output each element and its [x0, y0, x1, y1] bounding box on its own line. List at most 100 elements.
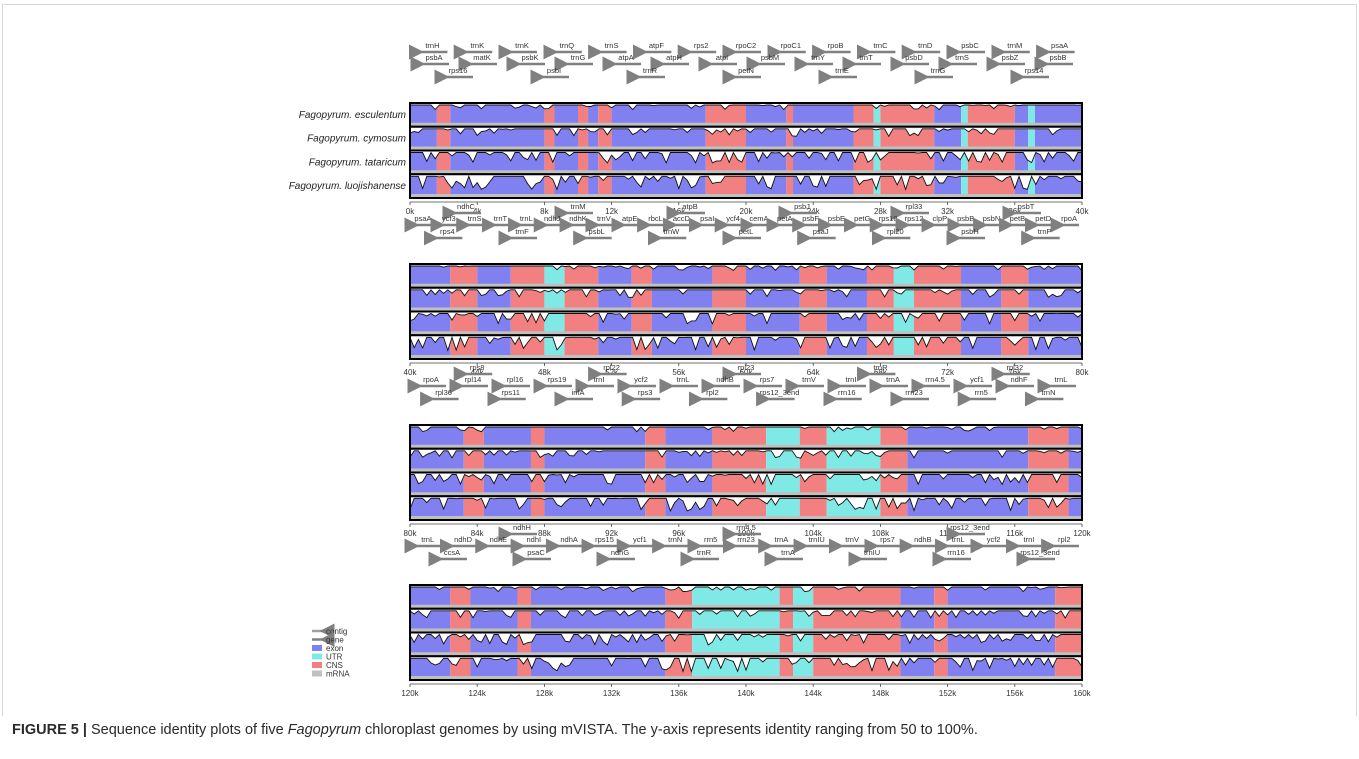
region-exon	[598, 287, 632, 312]
region-cns	[598, 103, 612, 127]
identity-gap	[410, 311, 1082, 324]
region-exon	[554, 150, 578, 175]
region-cns	[880, 126, 935, 151]
x-tick-label: 156k	[1006, 689, 1024, 698]
legend-label: contig	[326, 627, 347, 636]
gene-label: atpH	[666, 53, 682, 62]
region-cns	[779, 585, 794, 609]
region-exon	[1034, 126, 1082, 151]
x-tick-label: 132k	[603, 689, 621, 698]
gene-label: rps3	[638, 388, 653, 397]
gene-label: rps7	[760, 375, 775, 384]
track-2	[409, 125, 1083, 152]
region-exon	[900, 608, 935, 633]
gene-label: ndhD	[454, 535, 473, 544]
region-cns	[578, 103, 589, 127]
region-cns	[880, 472, 908, 497]
gene-label: rps11	[502, 388, 520, 397]
track-4	[409, 173, 1083, 199]
gene-label: rpoA	[1061, 214, 1077, 223]
region-exon	[410, 311, 451, 336]
region-exon	[746, 103, 787, 127]
gene-label: ndhB	[716, 375, 734, 384]
identity-line	[409, 128, 1082, 138]
mrna-strip	[410, 194, 1082, 198]
gene-label: cemA	[749, 214, 768, 223]
region-cns	[578, 150, 589, 175]
region-cns	[1001, 335, 1029, 359]
gene-label: trnR	[697, 548, 712, 557]
region-exon	[470, 585, 518, 609]
gene-label: rrn16	[947, 548, 965, 557]
region-exon	[907, 472, 1029, 497]
identity-gap	[410, 174, 1082, 190]
region-cns	[880, 103, 935, 127]
region-cns	[866, 311, 894, 336]
region-utr	[893, 264, 914, 288]
region-cns	[450, 608, 471, 633]
region-cns	[853, 103, 874, 127]
gene-label: rps2	[694, 41, 709, 50]
x-tick-label: 108k	[872, 529, 890, 538]
figure-caption: FIGURE 5 | Sequence identity plots of fi…	[12, 720, 1342, 740]
region-cns	[665, 632, 693, 657]
gene-label: rpoC2	[736, 41, 756, 50]
gene-label: rrn4.5	[736, 523, 756, 532]
region-cns	[436, 150, 451, 175]
identity-gap	[410, 150, 1082, 163]
region-cns	[436, 103, 451, 127]
gene-label: trnL	[677, 375, 690, 384]
gene-label: rpl36	[435, 388, 452, 397]
species-label: Fagopyrum. cymosum	[307, 134, 406, 145]
identity-line	[409, 633, 1082, 646]
gene-label: rrn16	[838, 388, 856, 397]
region-cns	[712, 425, 767, 449]
gene-label: accD	[673, 214, 691, 223]
region-exon	[410, 287, 451, 312]
region-exon	[477, 264, 511, 288]
identity-line	[409, 312, 1083, 326]
region-cns	[880, 174, 935, 198]
region-cns	[631, 311, 652, 336]
region-cns	[1028, 425, 1069, 449]
gene-label: trnS	[955, 53, 969, 62]
region-cns	[564, 264, 599, 288]
gene-label: trnIU	[809, 535, 825, 544]
gene-label: psaA	[414, 214, 431, 223]
region-cns	[779, 632, 794, 657]
gene-label: petA	[777, 214, 792, 223]
region-cns	[578, 174, 589, 198]
mrna-strip	[410, 146, 1082, 151]
region-utr	[961, 126, 968, 151]
identity-gap	[410, 496, 1082, 511]
gene-label: psbL	[589, 227, 605, 236]
region-exon	[410, 126, 437, 151]
track-3	[409, 310, 1083, 337]
region-exon	[410, 150, 437, 175]
x-tick-label: 0k	[406, 207, 415, 216]
region-exon	[746, 126, 787, 151]
identity-gap	[410, 335, 1082, 351]
track-border	[409, 495, 1083, 521]
region-cns	[450, 287, 478, 312]
region-cns	[786, 174, 794, 198]
gene-label: ycf3	[442, 214, 456, 223]
identity-line	[410, 151, 1082, 165]
x-tick-label: 136k	[670, 689, 688, 698]
gene-label: atpA	[618, 53, 633, 62]
track-1	[409, 263, 1083, 289]
gene-label: trnM	[571, 202, 586, 211]
region-cns	[1001, 287, 1029, 312]
mrna-strip	[410, 331, 1082, 336]
gene-label: rpl33	[906, 202, 923, 211]
region-utr	[873, 126, 881, 151]
region-exon	[410, 632, 451, 657]
gene-label: trnR	[873, 363, 888, 372]
region-cns	[1001, 264, 1029, 288]
panel-1: trnH trnK trnK trnQ trnS atpF rps2 rpoC2 rpoC1 rp…	[289, 41, 1090, 216]
region-exon	[826, 264, 867, 288]
x-tick-label: 76k	[1008, 368, 1022, 377]
gene-label: trnT	[859, 53, 873, 62]
gene-label: rps19	[548, 375, 567, 384]
